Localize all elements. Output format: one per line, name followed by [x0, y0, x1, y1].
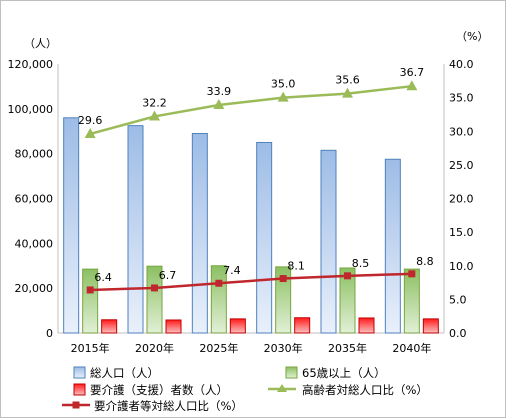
bar-total-population [191, 132, 208, 334]
legend: 総人口（人） 65歳以上（人） 要介護（支援）者数（人） 高齢者対総人口比（%）… [62, 366, 428, 413]
data-label-elderly-ratio: 29.6 [78, 114, 103, 127]
x-tick-label: 2015年 [71, 341, 110, 355]
left-tick-label: 60,000 [15, 193, 54, 206]
bar-total-population [63, 117, 80, 334]
marker-care-ratio [86, 286, 94, 294]
left-tick-label: 0 [46, 327, 53, 340]
left-tick-label: 80,000 [15, 148, 54, 161]
right-tick-labels: 0.0 5.0 10.0 15.0 20.0 25.0 30.0 35.0 40.0 [449, 58, 474, 340]
marker-elderly-ratio [213, 99, 225, 110]
marker-elderly-ratio [342, 87, 353, 98]
data-label-care-ratio: 6.4 [94, 271, 112, 284]
marker-care-ratio [151, 284, 158, 292]
marker-elderly-ratio [277, 91, 289, 102]
left-tick-labels: 0 20,000 40,000 60,000 80,000 100,000 120,000 [8, 58, 54, 340]
legend-label-care-ratio: 要介護者等対総人口比（%） [94, 399, 243, 413]
right-axis-unit: （%） [456, 30, 488, 43]
data-label-care-ratio: 7.4 [223, 264, 241, 277]
right-tick-label: 5.0 [449, 293, 467, 306]
marker-elderly-ratio [84, 127, 96, 138]
data-label-elderly-ratio: 35.6 [335, 74, 360, 87]
bar-elderly-65plus [82, 268, 99, 334]
marker-elderly-ratio [406, 80, 418, 91]
left-tick-label: 100,000 [8, 103, 54, 116]
right-tick-label: 25.0 [449, 159, 474, 172]
legend-marker-elderly-ratio [277, 384, 287, 392]
marker-care-ratio [408, 270, 416, 278]
right-tick-label: 40.0 [449, 58, 474, 71]
legend-label-care: 要介護（支援）者数（人） [90, 383, 228, 397]
line-care-ratio [90, 272, 412, 292]
bar-elderly-65plus [403, 268, 420, 334]
data-label-elderly-ratio: 32.2 [142, 96, 167, 109]
left-tick-label: 20,000 [15, 282, 54, 295]
x-tick-labels: 2015年 2020年 2025年 2030年 2035年 2040年 [71, 341, 432, 355]
legend-marker-care-ratio [72, 401, 80, 409]
right-tick-label: 30.0 [449, 125, 474, 138]
right-tick-label: 0.0 [449, 327, 467, 340]
bar-total-population [256, 141, 273, 334]
data-label-care-ratio: 8.8 [416, 255, 434, 268]
data-label-care-ratio: 6.7 [159, 269, 177, 282]
marker-care-ratio [344, 272, 351, 280]
data-label-elderly-ratio: 33.9 [207, 85, 232, 98]
x-tick-label: 2035年 [328, 341, 367, 355]
bar-elderly-65plus [339, 267, 356, 334]
line-elderly-ratio [89, 84, 412, 136]
left-axis-unit: （人） [24, 37, 57, 50]
bar-care-recipients [294, 317, 311, 334]
marker-elderly-ratio [149, 110, 160, 121]
bar-elderly-65plus [146, 265, 163, 334]
bar-care-recipients [165, 319, 182, 334]
bar-care-recipients [422, 318, 439, 334]
legend-swatch-care [73, 383, 86, 396]
right-tick-label: 15.0 [449, 226, 474, 239]
bar-total-population [384, 158, 401, 334]
bar-series [63, 117, 439, 334]
legend-label-elderly: 65歳以上（人） [302, 366, 386, 380]
bar-total-population [127, 125, 144, 334]
line-series: 29.6 32.2 33.9 35.0 35.6 36.7 6.4 6.7 7.4 8.1 8.5 8… [78, 66, 434, 294]
bar-total-population [320, 149, 337, 334]
data-label-care-ratio: 8.1 [287, 260, 305, 273]
right-tick-label: 10.0 [449, 260, 474, 273]
legend-label-elderly-ratio: 高齢者対総人口比（%） [302, 383, 428, 397]
legend-label-population: 総人口（人） [90, 366, 159, 380]
marker-care-ratio [215, 279, 223, 287]
left-tick-label: 120,000 [8, 58, 54, 71]
marker-care-ratio [279, 275, 287, 283]
right-tick-label: 20.0 [449, 193, 474, 206]
data-label-care-ratio: 8.5 [352, 257, 370, 270]
left-tick-label: 40,000 [15, 237, 54, 250]
bar-elderly-65plus [275, 266, 292, 334]
legend-swatch-elderly [285, 366, 298, 379]
x-tick-label: 2040年 [392, 341, 431, 355]
data-label-elderly-ratio: 36.7 [400, 66, 425, 79]
x-tick-label: 2025年 [199, 341, 238, 355]
data-label-elderly-ratio: 35.0 [271, 78, 296, 91]
x-tick-label: 2030年 [264, 341, 303, 355]
bar-care-recipients [358, 317, 375, 334]
legend-swatch-population [73, 366, 86, 379]
bar-care-recipients [229, 318, 246, 334]
right-tick-label: 35.0 [449, 92, 474, 105]
x-tick-label: 2020年 [135, 341, 174, 355]
bar-care-recipients [101, 319, 118, 334]
